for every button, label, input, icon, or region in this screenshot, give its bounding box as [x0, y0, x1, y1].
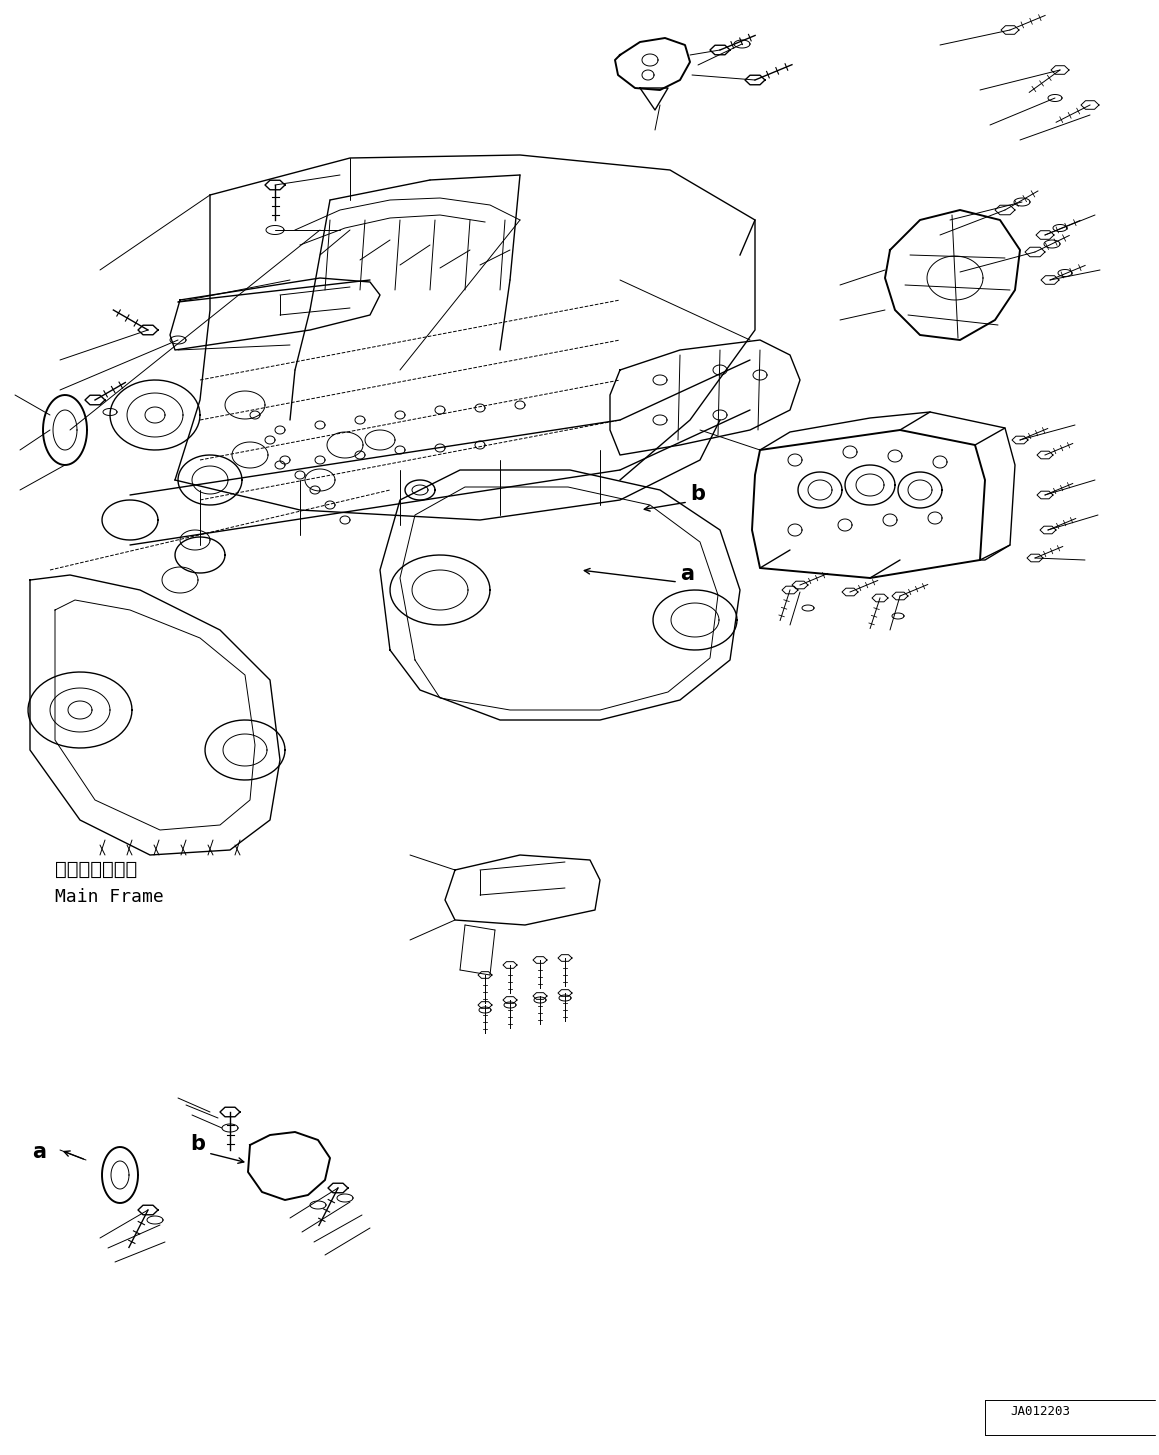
- Text: b: b: [690, 485, 705, 503]
- Text: a: a: [32, 1142, 46, 1163]
- Text: メインフレーム: メインフレーム: [54, 860, 137, 879]
- Text: JA012203: JA012203: [1009, 1406, 1070, 1419]
- Text: b: b: [190, 1133, 205, 1154]
- Text: Main Frame: Main Frame: [54, 888, 163, 906]
- Text: a: a: [680, 565, 694, 583]
